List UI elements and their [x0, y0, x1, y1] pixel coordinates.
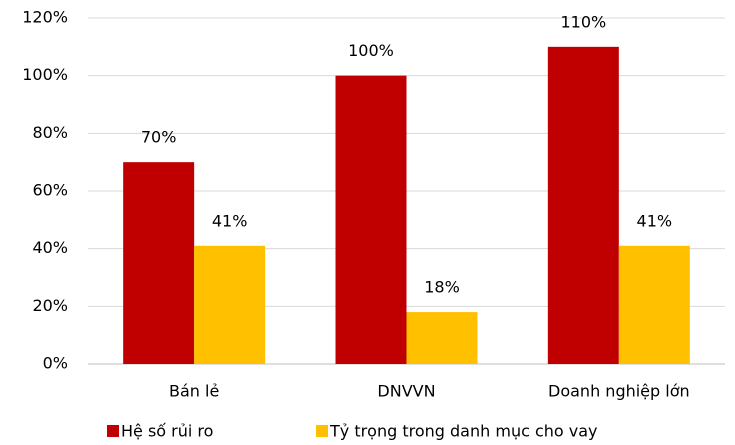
- value-label: 41%: [637, 211, 673, 230]
- value-label: 70%: [141, 128, 177, 147]
- y-tick-label: 20%: [32, 296, 68, 315]
- y-tick-label: 120%: [22, 8, 68, 27]
- x-tick-label: Bán lẻ: [169, 382, 219, 401]
- legend-swatch: [316, 425, 328, 437]
- legend-label: Hệ số rủi ro: [121, 422, 213, 441]
- legend-swatch: [107, 425, 119, 437]
- bar: [406, 312, 478, 364]
- x-tick-label: Doanh nghiệp lớn: [548, 382, 690, 401]
- legend-label: Tỷ trọng trong danh mục cho vay: [329, 422, 598, 441]
- bar: [123, 162, 195, 364]
- bar: [618, 245, 690, 364]
- bar: [547, 46, 619, 364]
- value-label: 41%: [212, 211, 248, 230]
- bar: [335, 75, 407, 365]
- y-tick-label: 0%: [43, 354, 68, 373]
- value-label: 18%: [424, 278, 460, 297]
- y-tick-label: 40%: [32, 238, 68, 257]
- y-tick-label: 100%: [22, 65, 68, 84]
- value-label: 110%: [560, 12, 606, 31]
- y-tick-label: 60%: [32, 181, 68, 200]
- y-tick-label: 80%: [32, 123, 68, 142]
- x-tick-label: DNVVN: [377, 382, 435, 401]
- value-label: 100%: [348, 41, 394, 60]
- bar: [194, 245, 266, 364]
